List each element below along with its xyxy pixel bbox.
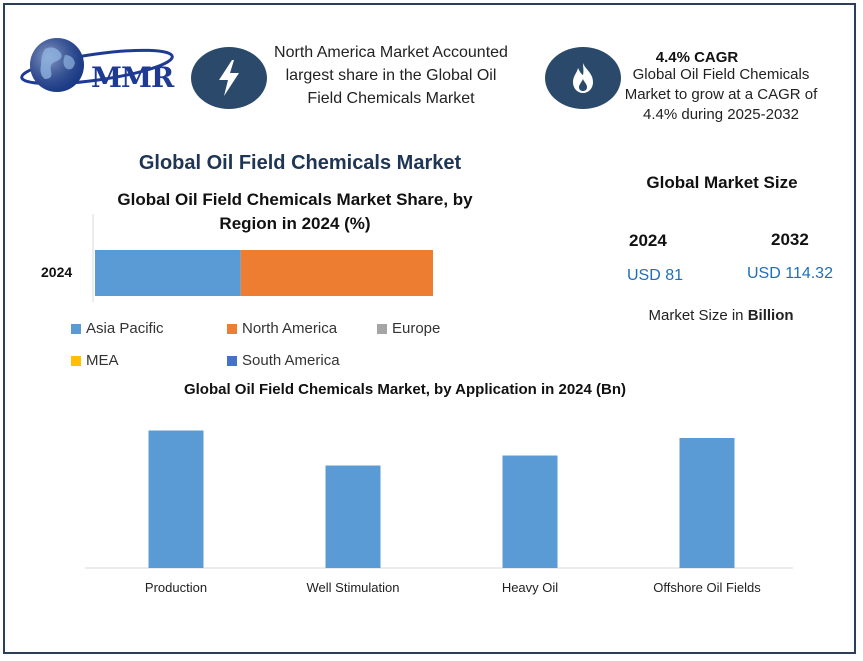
cagr-title: 4.4% CAGR	[655, 49, 739, 66]
legend-swatch	[71, 355, 81, 366]
stacked-segment-asia-pacific	[95, 250, 241, 296]
cagr-description: Global Oil Field Chemicals Market to gro…	[624, 66, 818, 123]
market-size-title: Global Market Size	[646, 173, 798, 192]
market-size-unit-note: Market Size in Billion	[617, 307, 825, 324]
market-size-year-2032: 2032	[771, 230, 809, 249]
application-tick-label: Heavy Oil	[502, 580, 558, 595]
market-size-note-unit: Billion	[747, 307, 794, 324]
market-size-value-2032: USD 114.32	[747, 265, 833, 282]
application-tick-label: Well Stimulation	[307, 580, 400, 595]
flame-icon	[545, 47, 621, 109]
market-size-note-prefix: Market Size in	[648, 307, 748, 324]
mmr-logo	[20, 38, 174, 92]
legend-swatch	[227, 323, 237, 334]
legend-item-north-america: North America	[227, 320, 337, 337]
legend-swatch	[377, 323, 387, 334]
lightning-bolt-icon	[191, 47, 267, 109]
application-bar-well-stimulation	[325, 465, 381, 568]
logo-text: MMR	[91, 61, 174, 94]
legend-swatch	[71, 323, 81, 334]
application-chart-title: Global Oil Field Chemicals Market, by Ap…	[183, 381, 627, 398]
legend-item-mea: MEA	[71, 352, 119, 369]
legend-label: North America	[242, 320, 338, 337]
legend-label: Europe	[392, 320, 441, 337]
legend-label: South America	[242, 352, 340, 369]
application-tick-label: Production	[145, 580, 207, 595]
region-share-chart-title: Global Oil Field Chemicals Market Share,…	[117, 190, 473, 233]
legend-item-europe: Europe	[377, 320, 440, 337]
legend-label: Asia Pacific	[86, 320, 164, 337]
application-bar-offshore-oil-fields	[679, 438, 735, 568]
north-america-share-text: North America Market Accounted largest s…	[274, 44, 508, 107]
market-size-value-2024: USD 81	[627, 267, 684, 284]
legend-label: MEA	[86, 352, 119, 369]
stacked-category-label: 2024	[41, 264, 72, 280]
main-title: Global Oil Field Chemicals Market	[138, 152, 462, 174]
application-bar-production	[148, 430, 204, 568]
globe-icon	[30, 38, 84, 92]
infographic-frame: MMR North America Market Accounted large…	[3, 3, 856, 654]
legend-swatch	[227, 355, 237, 366]
application-bar-chart: Production Well Stimulation Heavy Oil Offsh…	[85, 430, 793, 595]
stacked-segment-north-america	[240, 250, 433, 296]
region-legend: Asia Pacific North America Europe MEA South …	[71, 320, 491, 380]
application-tick-label: Offshore Oil Fields	[653, 580, 761, 595]
legend-item-south-america: South America	[227, 352, 340, 369]
region-share-stacked-bar-chart: 2024	[41, 214, 433, 302]
application-bar-heavy-oil	[502, 455, 558, 568]
market-size-year-2024: 2024	[629, 231, 667, 250]
legend-item-asia-pacific: Asia Pacific	[71, 320, 164, 337]
